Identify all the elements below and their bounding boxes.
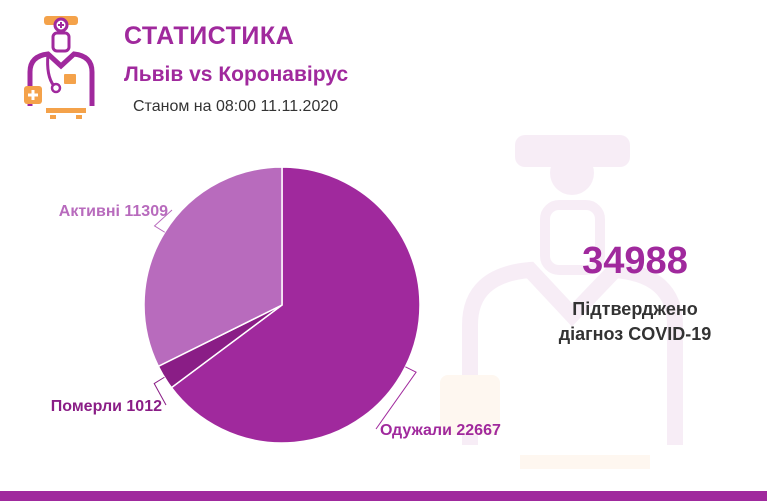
pie-leader-line-3 xyxy=(153,209,173,233)
confirmed-caption-line2: діагноз COVID-19 xyxy=(558,324,712,344)
confirmed-total: 34988 xyxy=(582,240,688,282)
pie-chart: Одужали 22667 Померли 1012 Активні 11309 xyxy=(51,166,501,444)
bottom-accent-bar xyxy=(0,491,767,501)
pie-leader-line-1 xyxy=(375,366,417,430)
pie-label-2: Померли 1012 xyxy=(51,398,162,415)
pie-leader-line-2 xyxy=(153,376,167,406)
page-subtitle: Львів vs Коронавірус xyxy=(124,63,349,86)
pie-slice-3 xyxy=(143,166,283,368)
pie-label-1: Одужали 22667 xyxy=(380,422,501,439)
confirmed-caption-line1: Підтверджено xyxy=(572,299,698,319)
date-stamp: Станом на 08:00 11.11.2020 xyxy=(133,98,339,115)
pie-label-3: Активні 11309 xyxy=(59,203,168,220)
pie-slice-1 xyxy=(170,166,421,444)
doctor-logo-icon xyxy=(24,16,95,119)
page-title: СТАТИСТИКА xyxy=(124,22,295,50)
doctor-watermark-icon xyxy=(440,135,683,469)
